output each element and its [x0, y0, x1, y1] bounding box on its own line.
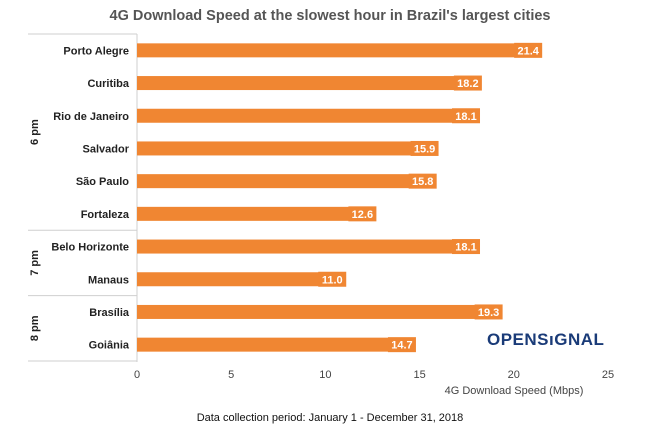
bar — [137, 304, 501, 319]
data-label-box — [387, 337, 416, 353]
data-label-box — [453, 75, 482, 91]
group-label: 8 pm — [29, 315, 41, 341]
category-label: Salvador — [83, 143, 130, 155]
bar — [137, 108, 479, 123]
bar — [137, 174, 435, 189]
logo-text-end: GNAL — [554, 330, 605, 349]
category-label: Rio de Janeiro — [53, 111, 129, 123]
category-label: Brasília — [89, 307, 130, 319]
data-label: 12.6 — [352, 209, 373, 221]
logo-text-start: OPENS — [487, 330, 550, 349]
bar — [137, 76, 480, 91]
x-tick-label: 15 — [413, 369, 425, 381]
category-label: Goiânia — [89, 340, 130, 352]
data-label: 18.1 — [455, 111, 476, 123]
data-label: 18.1 — [455, 242, 476, 254]
category-label: Fortaleza — [81, 209, 130, 221]
footnote: Data collection period: January 1 - Dece… — [196, 412, 464, 424]
data-label: 21.4 — [517, 45, 539, 57]
x-tick-label: 5 — [228, 369, 234, 381]
data-label: 14.7 — [391, 340, 412, 352]
x-tick-label: 0 — [134, 369, 140, 381]
data-label-box — [410, 140, 439, 156]
data-label: 15.9 — [414, 143, 435, 155]
x-tick-label: 10 — [319, 369, 331, 381]
chart-title: 4G Download Speed at the slowest hour in… — [109, 8, 551, 24]
data-label: 15.8 — [412, 176, 433, 188]
data-label-box — [318, 271, 347, 287]
data-label-box — [452, 239, 481, 255]
x-tick-label: 25 — [602, 369, 614, 381]
data-label: 18.2 — [457, 78, 478, 90]
category-label: Manaus — [88, 274, 129, 286]
opensignal-logo: OPENSıGNAL — [487, 330, 604, 350]
data-label-box — [408, 173, 437, 189]
bar — [137, 43, 541, 58]
x-tick-label: 20 — [508, 369, 520, 381]
x-axis-label: 4G Download Speed (Mbps) — [445, 385, 584, 397]
data-label-box — [474, 304, 503, 320]
data-label-box — [514, 42, 543, 58]
data-label: 11.0 — [322, 274, 343, 286]
bar — [137, 239, 479, 254]
bar — [137, 141, 437, 156]
category-label: Porto Alegre — [63, 45, 129, 57]
logo-i-glyph: ı — [549, 330, 555, 349]
group-label: 6 pm — [29, 119, 41, 145]
bar — [137, 206, 375, 221]
category-label: Curitiba — [87, 78, 129, 90]
category-label: São Paulo — [76, 176, 129, 188]
bar — [137, 272, 345, 287]
bar — [137, 337, 414, 352]
group-label: 7 pm — [29, 250, 41, 276]
data-label-box — [348, 206, 377, 222]
data-label-box — [452, 108, 481, 124]
data-label: 19.3 — [478, 307, 499, 319]
category-label: Belo Horizonte — [51, 242, 129, 254]
